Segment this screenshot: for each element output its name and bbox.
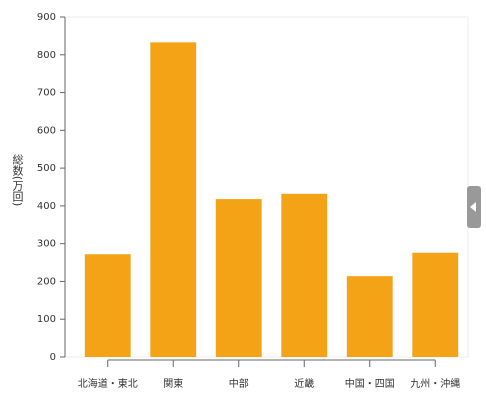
x-tick-label: 九州・沖縄 (410, 377, 460, 390)
y-tick-label: 900 (37, 12, 56, 23)
tab-arrow[interactable] (470, 202, 476, 212)
x-tick-label: 中国・四国 (345, 377, 395, 390)
y-tick-label: 100 (37, 314, 56, 325)
bar (281, 193, 328, 357)
x-tick-label: 中部 (229, 377, 249, 390)
y-tick-label: 300 (37, 239, 56, 250)
x-tick-label: 関東 (163, 377, 183, 390)
x-tick-label: 北海道・東北 (78, 377, 138, 390)
y-tick-label: 500 (37, 163, 56, 174)
y-tick-label: 700 (37, 88, 56, 99)
y-tick-label: 400 (37, 201, 56, 212)
x-tick-label: 近畿 (294, 377, 314, 390)
y-tick-label: 200 (37, 276, 56, 287)
bar (215, 199, 262, 357)
bar (412, 252, 459, 357)
y-tick-label: 800 (37, 50, 56, 61)
y-tick-label: 600 (37, 125, 56, 136)
bar (150, 42, 197, 358)
bar (346, 276, 393, 357)
y-tick-label: 0 (50, 352, 56, 363)
y-axis-label: 総数(万回) (11, 152, 24, 206)
bar (84, 254, 131, 357)
side-tab[interactable] (467, 186, 481, 228)
